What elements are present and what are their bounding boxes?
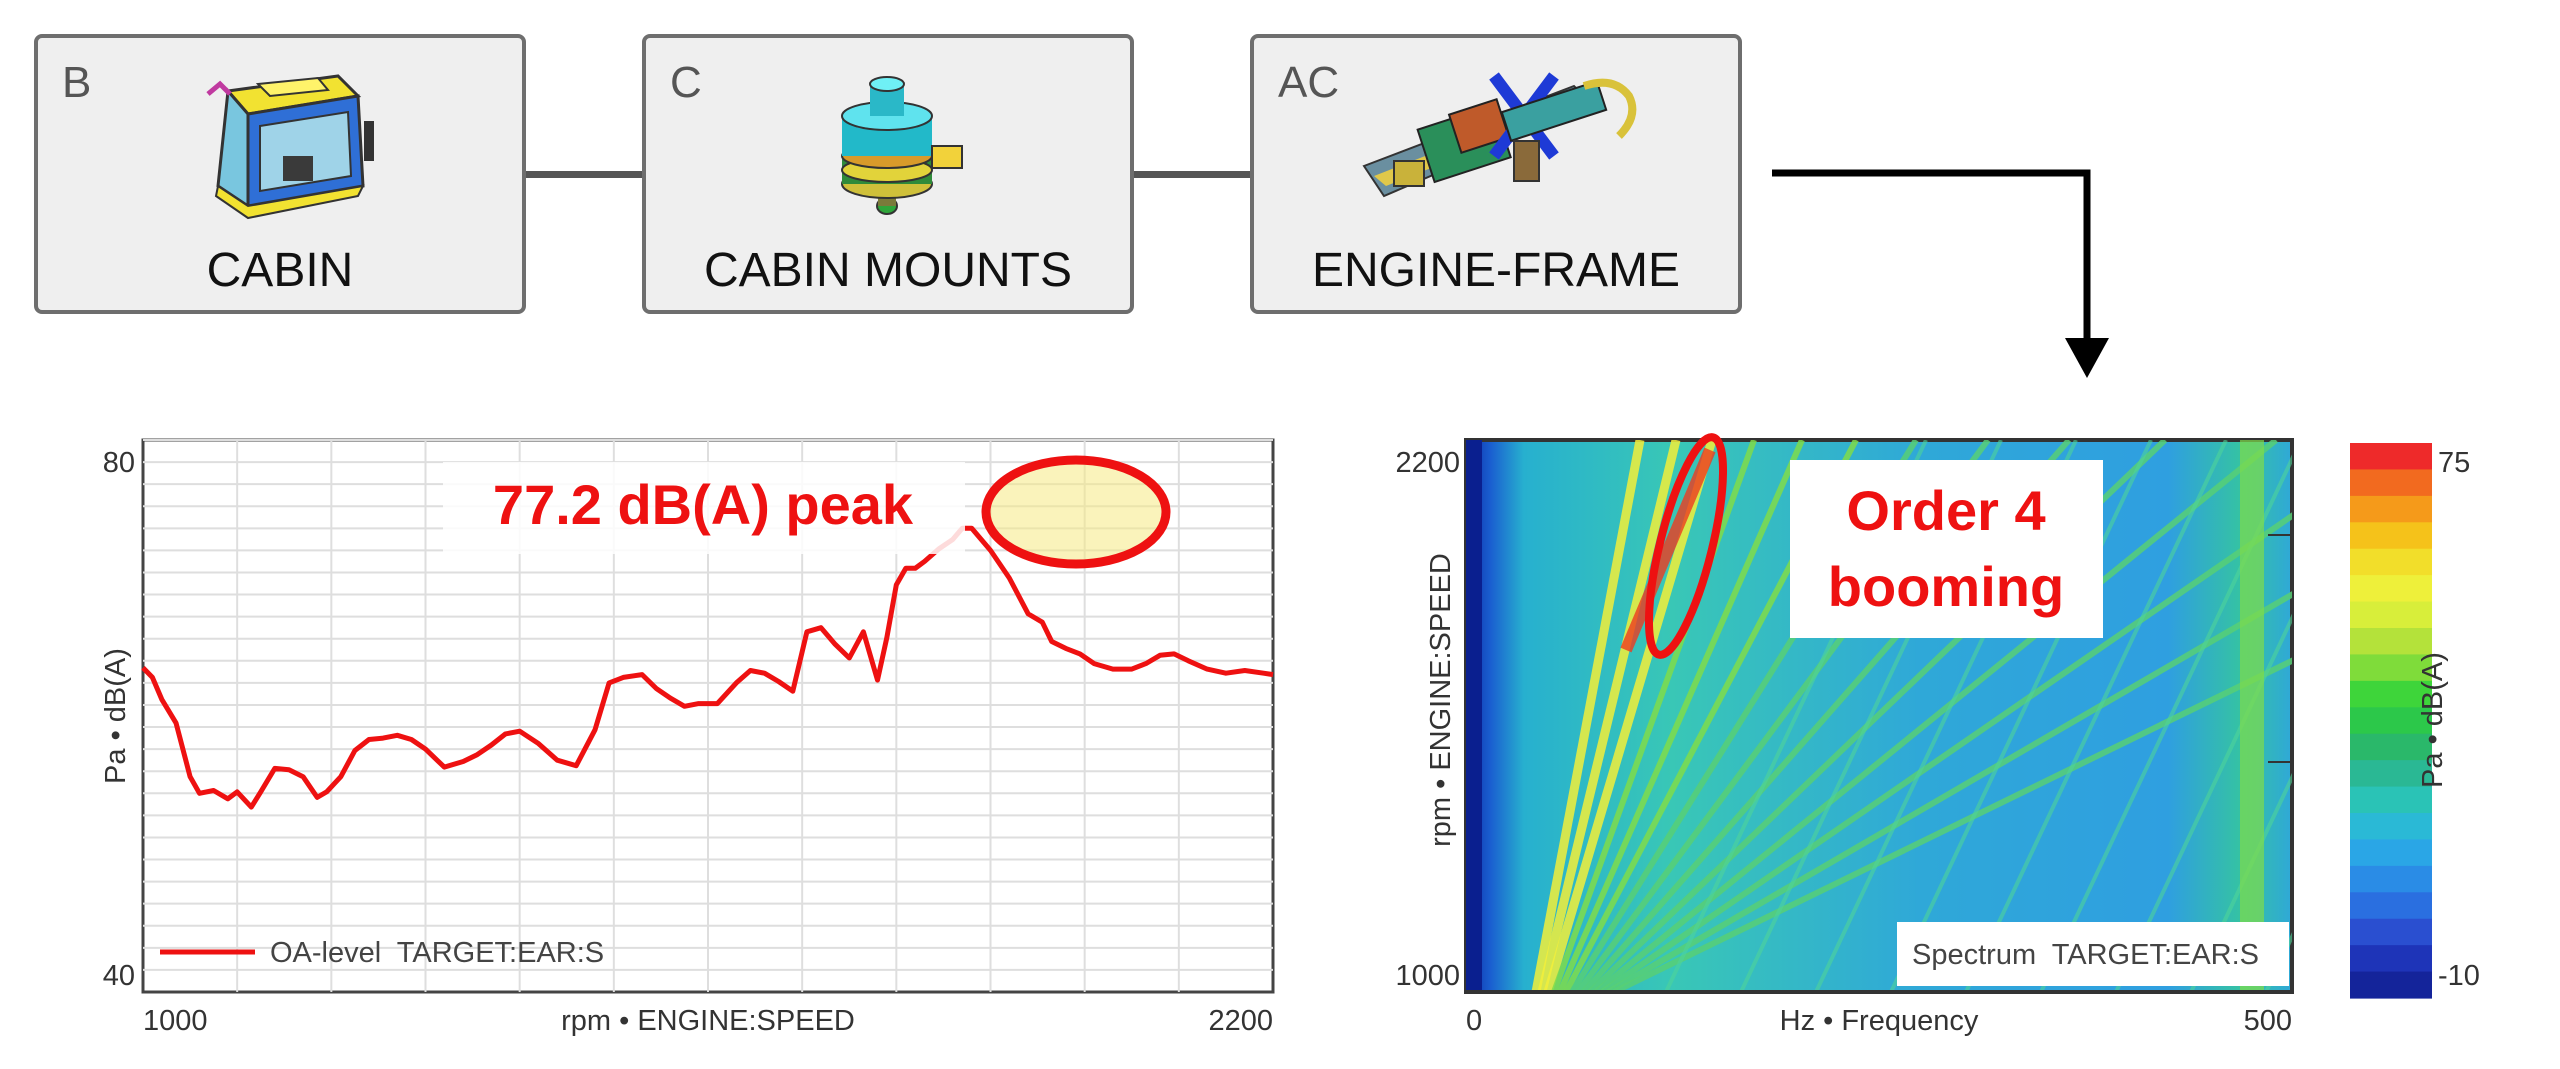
spectrum-x-tick-0: 0	[1466, 1005, 1482, 1037]
x-tick-2200: 2200	[1208, 1005, 1273, 1037]
spectrum-legend-label: Spectrum TARGET:EAR:S	[1912, 939, 2259, 971]
order-line	[1543, 440, 1717, 990]
colorbar-step	[2350, 971, 2432, 999]
order-line	[1531, 440, 1645, 990]
colorbar-tick-min: -10	[2438, 960, 2480, 992]
colorbar-step	[2350, 443, 2432, 471]
spectrum-x-tick-500: 500	[2244, 1005, 2292, 1037]
y-tick-80: 80	[103, 447, 135, 479]
colorbar-step	[2350, 760, 2432, 788]
order-line	[1612, 657, 2292, 990]
order4-highlight-ellipse	[1644, 433, 1728, 659]
peak-label-box	[443, 462, 965, 554]
block-code: B	[62, 58, 92, 107]
colorbar-step	[2350, 469, 2432, 497]
colorbar-step	[2350, 495, 2432, 523]
colorbar-tick-max: 75	[2438, 447, 2470, 479]
high-frequency-band	[2240, 440, 2264, 990]
spectrum-y-tick-2200: 2200	[1395, 447, 1460, 479]
y-axis-title: Pa • dB(A)	[100, 648, 132, 784]
colorbar-step	[2350, 918, 2432, 946]
block-code: AC	[1278, 58, 1340, 107]
legend-label-oa-level: OA-level TARGET:EAR:S	[270, 937, 604, 969]
spectrum-chart: Order 4 booming Spectrum TARGET:EAR:S 22…	[1395, 433, 2294, 1037]
order-line	[1557, 440, 1805, 990]
colorbar-scale	[2350, 443, 2432, 999]
colorbar-step	[2350, 601, 2432, 629]
order4-annotation-line2: booming	[1828, 555, 2064, 618]
colorbar-step	[2350, 813, 2432, 841]
spectrum-x-axis-title: Hz • Frequency	[1780, 1005, 1979, 1037]
colorbar-step	[2350, 733, 2432, 761]
colorbar-title: Pa • dB(A)	[2417, 652, 2449, 788]
order-line	[1964, 440, 2228, 990]
block-title: CABIN	[206, 244, 354, 297]
connector-line	[526, 171, 642, 178]
order-line	[1889, 440, 2153, 990]
block-cabin-mounts[interactable]: C CABIN MOUNTS	[642, 34, 1134, 314]
x-axis-title: rpm • ENGINE:SPEED	[561, 1005, 855, 1037]
block-code: C	[670, 58, 702, 107]
series-line-oa-level	[141, 525, 1274, 810]
cabin-icon	[206, 74, 374, 220]
block-title: CABIN MOUNTS	[703, 244, 1072, 297]
colorbar-step	[2350, 865, 2432, 893]
colorbar-step	[2350, 892, 2432, 920]
order4-hotspot	[1620, 447, 1716, 653]
order-line	[1606, 591, 2292, 990]
order-line	[1600, 512, 2292, 990]
order-line	[1537, 440, 1681, 990]
cabin-mount-icon	[841, 76, 963, 215]
spectrum-legend-box	[1897, 922, 2289, 986]
y-tick-40: 40	[103, 960, 135, 992]
colorbar-step	[2350, 786, 2432, 814]
flow-arrow-head	[2065, 338, 2109, 378]
flow-arrow-line	[1772, 169, 2091, 340]
colorbar-step	[2350, 575, 2432, 603]
order4-annotation-line1: Order 4	[1846, 479, 2045, 542]
order-line	[1551, 440, 1757, 990]
block-cabin[interactable]: B CABIN	[34, 34, 526, 314]
colorbar-step	[2350, 522, 2432, 550]
colorbar-step	[2350, 548, 2432, 576]
peak-annotation: 77.2 dB(A) peak	[493, 473, 914, 536]
colorbar-step	[2350, 945, 2432, 973]
order4-label-box	[1790, 460, 2103, 638]
x-tick-1000: 1000	[143, 1005, 208, 1037]
colorbar: 75 -10 Pa • dB(A)	[2350, 443, 2480, 999]
spectrum-y-axis-title: rpm • ENGINE:SPEED	[1425, 553, 1457, 847]
low-frequency-band	[1466, 440, 1482, 990]
connector-line	[1134, 171, 1250, 178]
line-chart: 77.2 dB(A) peak OA-level TARGET:EAR:S 80…	[100, 438, 1275, 1037]
block-title: ENGINE-FRAME	[1311, 244, 1680, 297]
colorbar-step	[2350, 628, 2432, 656]
engine-frame-icon	[1362, 72, 1637, 198]
peak-highlight-ellipse	[981, 455, 1171, 569]
colorbar-step	[2350, 839, 2432, 867]
order-line	[2189, 772, 2292, 990]
spectrum-y-tick-1000: 1000	[1395, 960, 1460, 992]
colorbar-step	[2350, 707, 2432, 735]
block-engine-frame[interactable]: AC ENGINE-FRAME	[1250, 34, 1742, 314]
colorbar-step	[2350, 680, 2432, 708]
colorbar-step	[2350, 654, 2432, 682]
